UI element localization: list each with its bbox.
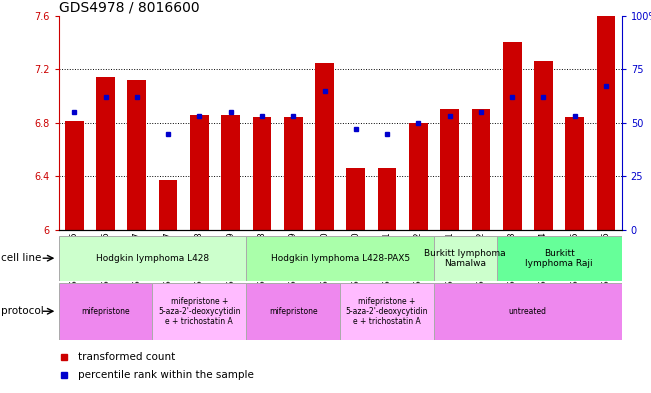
Bar <box>59 236 246 281</box>
Text: mifepristone: mifepristone <box>81 307 130 316</box>
Bar <box>246 283 340 340</box>
Bar <box>96 77 115 230</box>
Bar <box>340 283 434 340</box>
Text: Hodgkin lymphoma L428-PAX5: Hodgkin lymphoma L428-PAX5 <box>271 254 409 263</box>
Bar <box>152 283 246 340</box>
Bar <box>434 236 497 281</box>
Bar <box>159 180 178 230</box>
Bar <box>471 109 490 230</box>
Text: Burkitt lymphoma
Namalwa: Burkitt lymphoma Namalwa <box>424 249 506 268</box>
Text: untreated: untreated <box>509 307 547 316</box>
Text: transformed count: transformed count <box>78 352 176 362</box>
Bar <box>284 118 303 230</box>
Text: mifepristone: mifepristone <box>269 307 318 316</box>
Bar <box>246 236 434 281</box>
Text: mifepristone +
5-aza-2'-deoxycytidin
e + trichostatin A: mifepristone + 5-aza-2'-deoxycytidin e +… <box>158 297 241 326</box>
Text: Hodgkin lymphoma L428: Hodgkin lymphoma L428 <box>96 254 209 263</box>
Bar <box>378 168 396 230</box>
Bar <box>497 236 622 281</box>
Bar <box>253 118 271 230</box>
Text: percentile rank within the sample: percentile rank within the sample <box>78 370 254 380</box>
Bar <box>59 283 152 340</box>
Bar <box>221 115 240 230</box>
Bar <box>434 283 622 340</box>
Bar <box>597 16 615 230</box>
Text: GDS4978 / 8016600: GDS4978 / 8016600 <box>59 0 199 15</box>
Text: protocol: protocol <box>1 306 44 316</box>
Bar <box>565 118 584 230</box>
Text: cell line: cell line <box>1 253 41 263</box>
Bar <box>65 121 83 230</box>
Bar <box>346 168 365 230</box>
Bar <box>534 61 553 230</box>
Bar <box>409 123 428 230</box>
Text: Burkitt
lymphoma Raji: Burkitt lymphoma Raji <box>525 249 593 268</box>
Bar <box>440 109 459 230</box>
Bar <box>315 62 334 230</box>
Bar <box>503 42 521 230</box>
Text: mifepristone +
5-aza-2'-deoxycytidin
e + trichostatin A: mifepristone + 5-aza-2'-deoxycytidin e +… <box>346 297 428 326</box>
Bar <box>190 115 209 230</box>
Bar <box>128 80 146 230</box>
